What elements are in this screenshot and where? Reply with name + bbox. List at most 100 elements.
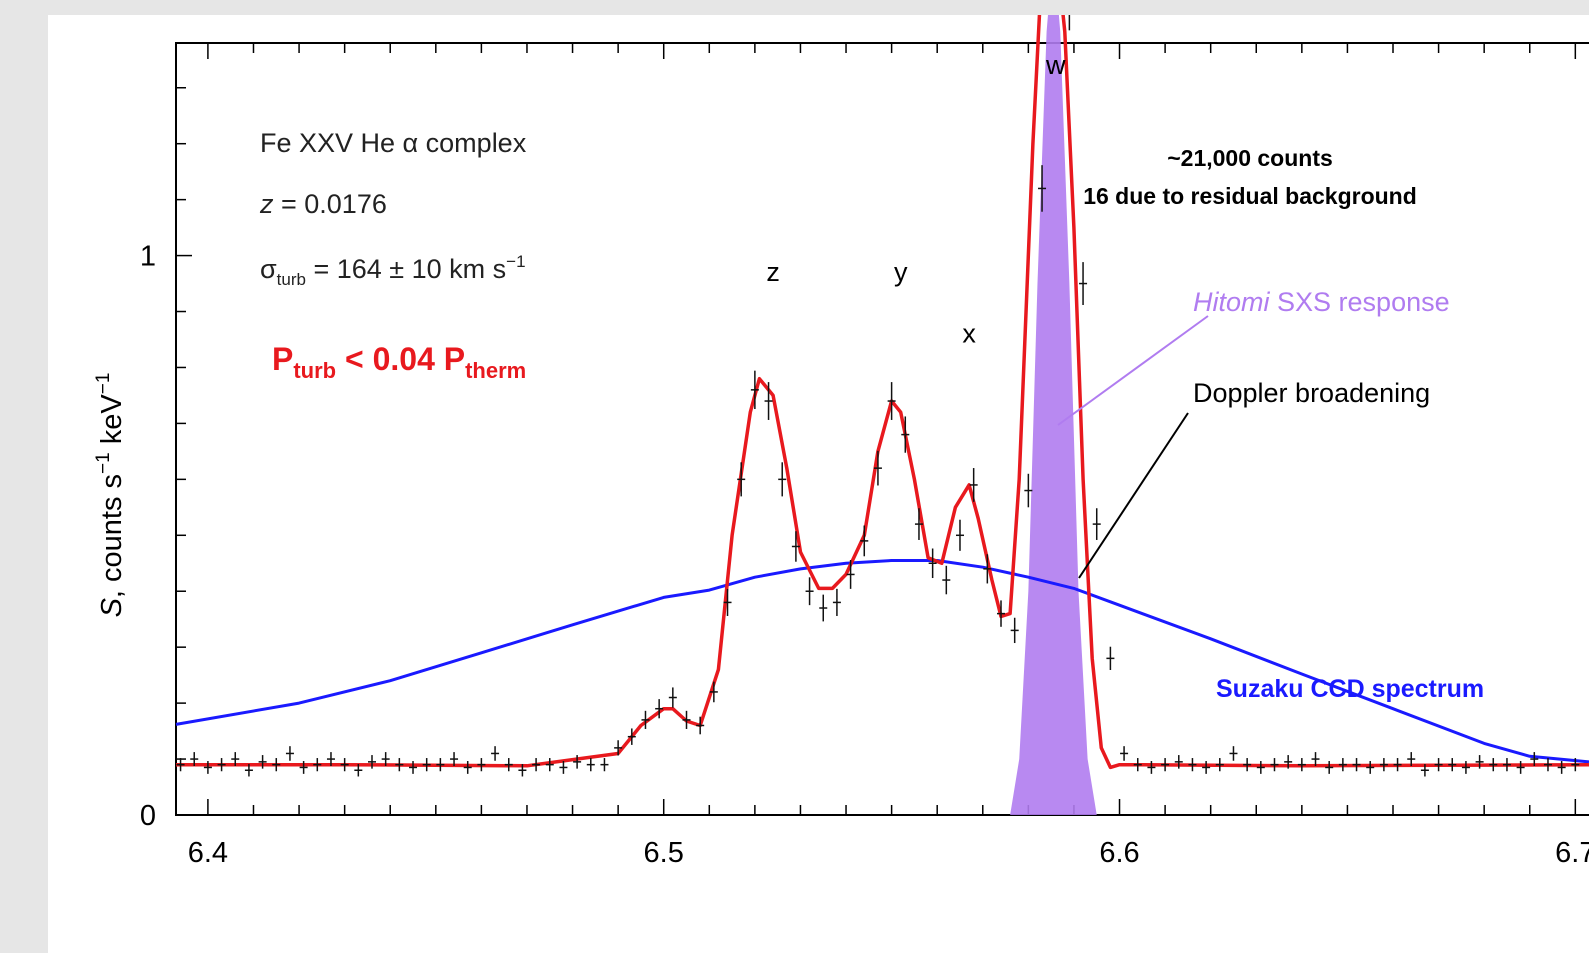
data-point — [1284, 755, 1293, 769]
data-point — [258, 755, 267, 769]
data-point — [190, 752, 199, 767]
y-tick-label: 0 — [140, 800, 156, 832]
x-tick-label: 6.4 — [188, 837, 228, 869]
data-point — [1202, 761, 1211, 774]
data-point — [326, 752, 335, 767]
data-point — [272, 758, 281, 772]
data-point — [1448, 758, 1457, 772]
data-point — [504, 758, 513, 772]
data-point — [1133, 758, 1142, 772]
data-point — [299, 761, 308, 774]
line-label-x: x — [962, 318, 976, 348]
data-point — [942, 565, 951, 595]
data-point — [1461, 761, 1470, 774]
data-point — [641, 710, 650, 729]
data-point — [627, 728, 636, 745]
data-point — [1106, 646, 1115, 671]
data-point — [231, 752, 240, 767]
data-point — [395, 758, 404, 772]
data-point — [791, 531, 800, 562]
data-point — [997, 600, 1006, 627]
data-point — [340, 758, 349, 772]
data-point — [477, 758, 486, 772]
data-point — [696, 716, 705, 735]
data-point — [1215, 758, 1224, 772]
data-point — [832, 588, 841, 616]
line-label-y: y — [894, 257, 908, 287]
data-point — [244, 764, 253, 777]
data-point — [1243, 758, 1252, 772]
counts-annotation-line1: ~21,000 counts — [1167, 145, 1333, 171]
line-label-z: z — [766, 257, 780, 287]
line-complex-title: Fe XXV He α complex — [260, 128, 527, 158]
data-point — [1393, 758, 1402, 772]
line-label-w: w — [1045, 50, 1066, 80]
data-point — [450, 752, 459, 767]
data-point — [285, 746, 294, 761]
data-point — [1010, 617, 1019, 644]
data-point — [1325, 761, 1334, 774]
data-point — [532, 758, 541, 772]
data-point — [381, 752, 390, 767]
x-tick-label: 6.7 — [1555, 837, 1589, 869]
plot-frame — [175, 42, 1589, 816]
y-axis-ticks: 01 — [140, 87, 192, 832]
data-point — [573, 755, 582, 769]
data-point — [409, 761, 418, 774]
data-point — [1147, 761, 1156, 774]
data-point — [1188, 758, 1197, 772]
data-point — [313, 758, 322, 772]
data-point — [518, 764, 527, 777]
doppler-model-series — [176, 15, 1589, 770]
x-axis-ticks: 6.4 6.5 6.6 6.7 — [188, 43, 1589, 869]
data-point — [969, 468, 978, 502]
data-point — [1038, 165, 1047, 212]
data-point — [928, 548, 937, 579]
data-point — [1270, 758, 1279, 772]
data-point — [1502, 758, 1511, 772]
data-point — [805, 577, 814, 606]
data-point — [559, 761, 568, 774]
data-points-layer — [176, 15, 1580, 777]
turbulence-sigma-label: σturb = 164 ± 10 km s−1 — [260, 252, 526, 289]
data-point — [819, 594, 828, 622]
data-point — [1256, 761, 1265, 774]
data-point — [176, 758, 185, 772]
data-point — [682, 710, 691, 729]
data-point — [860, 525, 869, 557]
line-labels-layer: z y x w — [766, 50, 1066, 349]
data-point — [655, 699, 664, 719]
data-point — [586, 758, 595, 772]
y-tick-label: 1 — [140, 241, 156, 273]
data-point — [778, 462, 787, 497]
data-point — [491, 746, 500, 761]
data-point — [1338, 758, 1347, 772]
data-point — [914, 508, 923, 540]
suzaku-spectrum-label: Suzaku CCD spectrum — [1216, 675, 1484, 703]
data-point — [217, 758, 226, 772]
doppler-pointer-line — [1078, 412, 1189, 579]
data-point — [1557, 761, 1566, 774]
data-point — [422, 758, 431, 772]
pressure-ratio-label: Pturb < 0.04 Ptherm — [272, 341, 526, 383]
data-point — [1068, 15, 1071, 31]
data-point — [1489, 758, 1498, 772]
data-point — [901, 416, 910, 453]
data-point — [1161, 758, 1170, 772]
data-point — [955, 519, 964, 551]
data-point — [983, 554, 992, 584]
x-tick-label: 6.6 — [1099, 837, 1139, 869]
data-point — [1475, 755, 1484, 769]
data-point — [1297, 758, 1306, 772]
hitomi-response-label: Hitomi SXS response — [1193, 287, 1450, 317]
plot-border — [175, 42, 1589, 816]
data-point — [1516, 761, 1525, 774]
data-point — [737, 462, 746, 497]
data-point — [354, 764, 363, 777]
data-point — [1229, 746, 1238, 761]
data-point — [764, 382, 773, 420]
data-point — [1543, 758, 1552, 772]
hitomi-response-area — [1010, 15, 1097, 815]
redshift-label: z = 0.0176 — [259, 189, 387, 219]
